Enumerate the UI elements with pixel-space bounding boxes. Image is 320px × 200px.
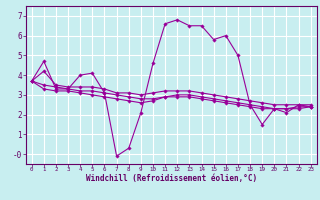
X-axis label: Windchill (Refroidissement éolien,°C): Windchill (Refroidissement éolien,°C)	[86, 174, 257, 183]
